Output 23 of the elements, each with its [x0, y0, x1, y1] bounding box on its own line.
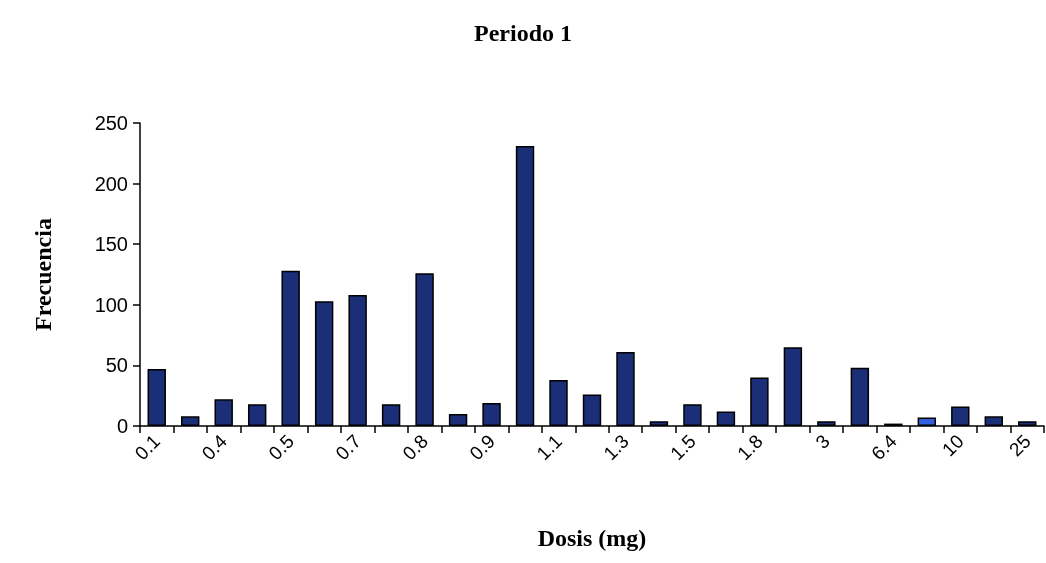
y-tick-label: 0	[116, 415, 128, 437]
x-tick-label: 6.4	[867, 430, 901, 465]
x-tick-label: 1.3	[599, 430, 633, 465]
x-tick-label: 1.1	[532, 430, 566, 465]
x-tick-label: 3	[811, 430, 834, 453]
y-tick-label: 100	[94, 293, 128, 316]
y-tick-label: 250	[94, 112, 128, 134]
x-tick-label: 1.5	[666, 430, 700, 465]
x-tick-label: 10	[937, 430, 968, 461]
x-tick-label: 0.1	[130, 430, 165, 465]
x-tick-label: 0.7	[331, 430, 366, 465]
y-axis-title: Frecuencia	[30, 218, 56, 331]
chart-title: Periodo 1	[474, 20, 572, 46]
x-tick-label: 0.9	[465, 430, 499, 465]
x-tick-label: 1.8	[733, 430, 767, 465]
y-tick-label: 200	[94, 172, 128, 195]
x-tick-label: 0.5	[264, 430, 299, 465]
y-tick-label: 50	[105, 354, 128, 377]
x-axis-title: Dosis (mg)	[537, 525, 647, 551]
x-tick-label: 0.4	[197, 430, 232, 465]
y-tick-label: 150	[94, 233, 128, 256]
x-tick-label: 0.8	[398, 430, 433, 465]
x-tick-label: 25	[1004, 430, 1035, 461]
